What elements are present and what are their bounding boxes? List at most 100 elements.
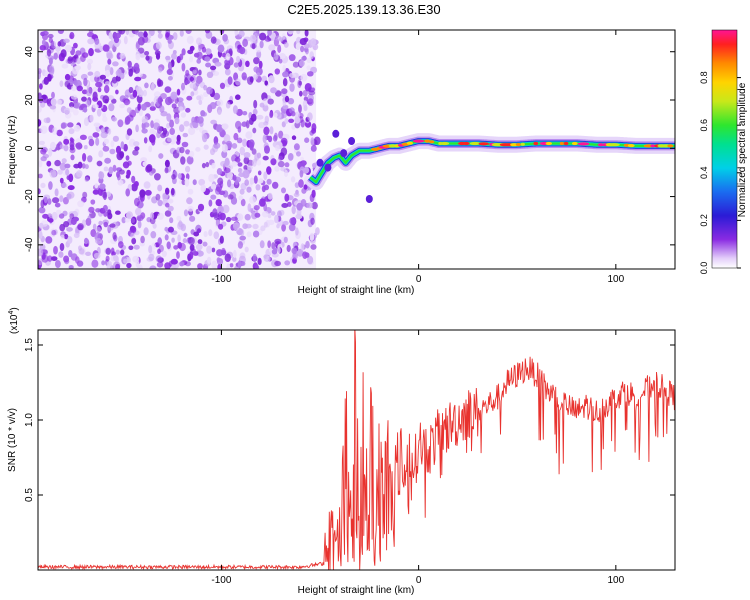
- noise-speckle: [254, 212, 261, 218]
- noise-speckle: [288, 223, 296, 232]
- noise-speckle: [63, 38, 70, 43]
- noise-speckle: [69, 102, 75, 108]
- colorbar-gradient: [711, 29, 738, 269]
- noise-speckle: [266, 178, 272, 185]
- noise-speckle: [197, 203, 205, 212]
- noise-speckle: [61, 158, 67, 164]
- noise-speckle: [41, 30, 49, 36]
- noise-speckle: [225, 52, 231, 61]
- noise-speckle: [224, 253, 231, 262]
- noise-speckle: [55, 209, 62, 215]
- noise-speckle: [255, 264, 260, 269]
- noise-speckle: [69, 78, 74, 86]
- noise-speckle: [298, 179, 304, 188]
- noise-speckle: [169, 217, 174, 224]
- noise-speckle: [73, 232, 80, 239]
- noise-speckle: [166, 137, 172, 142]
- spectrogram-image: [38, 30, 675, 269]
- noise-speckle: [157, 30, 162, 34]
- noise-speckle: [159, 105, 165, 113]
- noise-speckle: [206, 256, 212, 264]
- noise-speckle: [203, 231, 208, 238]
- noise-speckle: [75, 50, 82, 56]
- noise-speckle: [210, 183, 217, 190]
- noise-speckle: [142, 161, 147, 167]
- noise-speckle: [100, 131, 108, 139]
- noise-speckle: [213, 231, 220, 240]
- noise-speckle: [268, 247, 273, 253]
- noise-speckle: [128, 245, 134, 251]
- spectrogram-ylabel: Frequency (Hz): [7, 116, 18, 185]
- noise-speckle: [89, 114, 94, 123]
- noise-speckle: [58, 213, 65, 219]
- noise-speckle: [133, 244, 140, 250]
- noise-speckle: [195, 147, 201, 152]
- noise-speckle: [239, 188, 245, 195]
- noise-speckle: [38, 258, 43, 266]
- noise-speckle: [294, 182, 300, 189]
- noise-speckle: [103, 221, 109, 228]
- noise-speckle: [203, 84, 208, 91]
- noise-speckle: [59, 80, 64, 87]
- noise-speckle: [69, 106, 74, 113]
- noise-speckle: [242, 38, 249, 47]
- noise-speckle: [67, 58, 73, 64]
- noise-speckle: [282, 64, 287, 72]
- signal-hotspot: [406, 141, 414, 145]
- noise-speckle: [205, 48, 212, 55]
- noise-speckle: [133, 141, 140, 147]
- noise-speckle: [256, 159, 262, 166]
- noise-speckle: [287, 153, 294, 161]
- noise-speckle: [174, 117, 180, 125]
- noise-speckle: [136, 214, 144, 222]
- noise-speckle: [300, 45, 305, 53]
- noise-speckle: [92, 132, 100, 138]
- snr-line-layer: [38, 330, 675, 570]
- noise-speckle: [300, 73, 308, 82]
- noise-speckle: [108, 103, 115, 112]
- noise-speckle: [271, 248, 278, 255]
- signal-hotspot: [667, 144, 674, 148]
- noise-speckle: [39, 222, 44, 229]
- noise-speckle: [46, 160, 52, 167]
- noise-speckle: [104, 85, 110, 94]
- noise-speckle: [176, 251, 180, 259]
- noise-speckle: [136, 72, 143, 78]
- noise-speckle: [148, 253, 155, 262]
- noise-speckle: [198, 69, 202, 76]
- colorbar-label: Normalized spectral amplitude: [737, 82, 748, 217]
- noise-speckle: [150, 101, 155, 108]
- noise-speckle: [142, 35, 149, 43]
- noise-speckle: [150, 212, 155, 220]
- noise-speckle: [263, 171, 268, 180]
- noise-speckle: [281, 88, 288, 95]
- noise-speckle: [249, 76, 254, 83]
- noise-speckle: [83, 117, 90, 127]
- noise-speckle: [141, 103, 147, 111]
- noise-speckle: [210, 148, 215, 156]
- noise-speckle: [157, 257, 164, 263]
- noise-speckle: [107, 58, 112, 65]
- noise-speckle: [102, 112, 107, 118]
- noise-speckle: [122, 161, 130, 169]
- noise-speckle: [88, 138, 95, 147]
- noise-speckle: [274, 68, 280, 75]
- noise-speckle: [290, 176, 296, 183]
- noise-speckle: [284, 193, 290, 202]
- noise-speckle: [46, 49, 52, 57]
- noise-speckle: [206, 245, 213, 254]
- noise-speckle: [237, 241, 243, 249]
- noise-speckle: [139, 189, 146, 198]
- noise-speckle: [268, 44, 276, 51]
- noise-speckle: [47, 33, 54, 39]
- noise-speckle: [111, 116, 117, 122]
- noise-speckle: [63, 138, 70, 145]
- noise-speckle: [98, 150, 104, 158]
- noise-speckle: [270, 158, 277, 166]
- noise-speckle: [198, 178, 206, 186]
- snr-panel: -100 0 100 0.5 1.0 1.5 Height of straight lin…: [7, 307, 676, 596]
- noise-speckle: [243, 165, 248, 171]
- noise-speckle: [249, 177, 255, 185]
- noise-speckle: [299, 60, 305, 67]
